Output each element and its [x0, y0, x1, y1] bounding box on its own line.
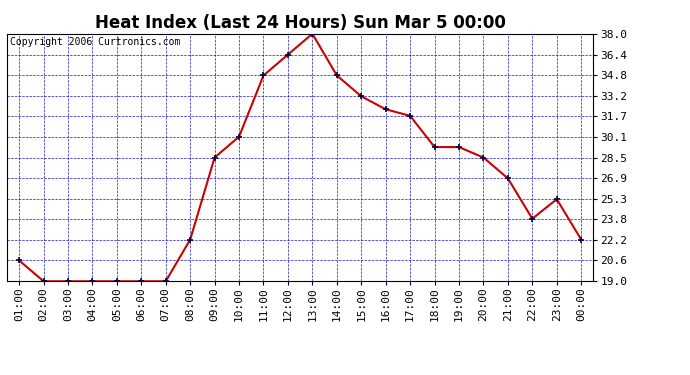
Text: Copyright 2006 Curtronics.com: Copyright 2006 Curtronics.com	[10, 38, 180, 48]
Title: Heat Index (Last 24 Hours) Sun Mar 5 00:00: Heat Index (Last 24 Hours) Sun Mar 5 00:…	[95, 14, 506, 32]
